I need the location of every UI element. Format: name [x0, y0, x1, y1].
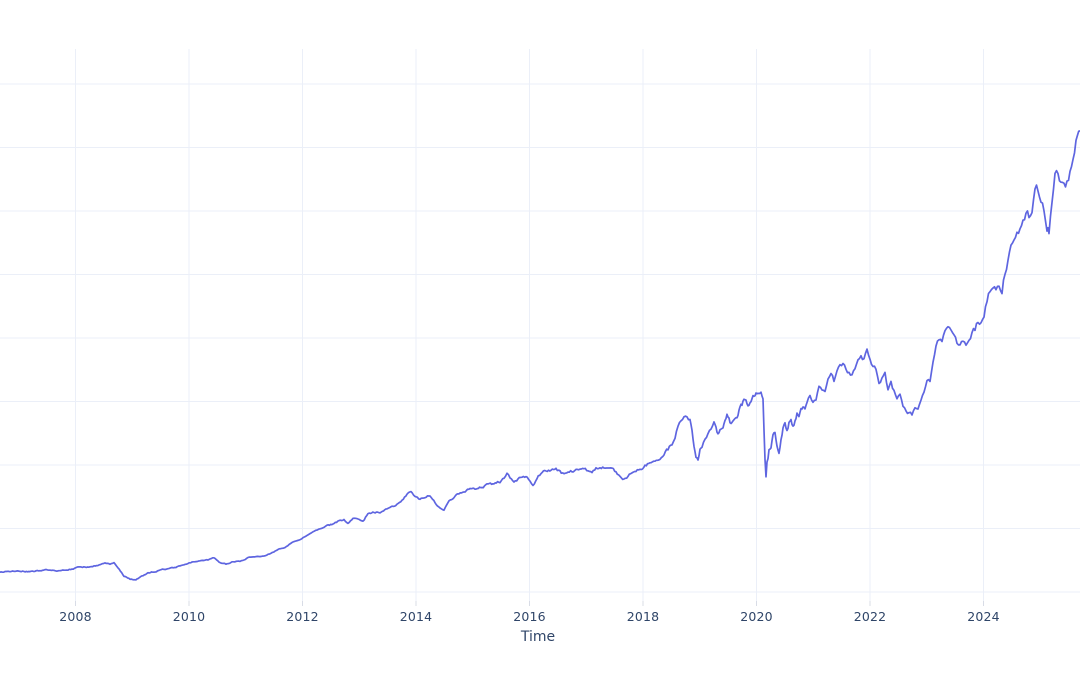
price-line-series — [0, 130, 1080, 581]
plot-area[interactable] — [0, 49, 1080, 601]
x-axis-title: Time — [520, 629, 556, 645]
x-axis-tick-marks — [75, 601, 984, 606]
gridlines — [0, 49, 1080, 601]
